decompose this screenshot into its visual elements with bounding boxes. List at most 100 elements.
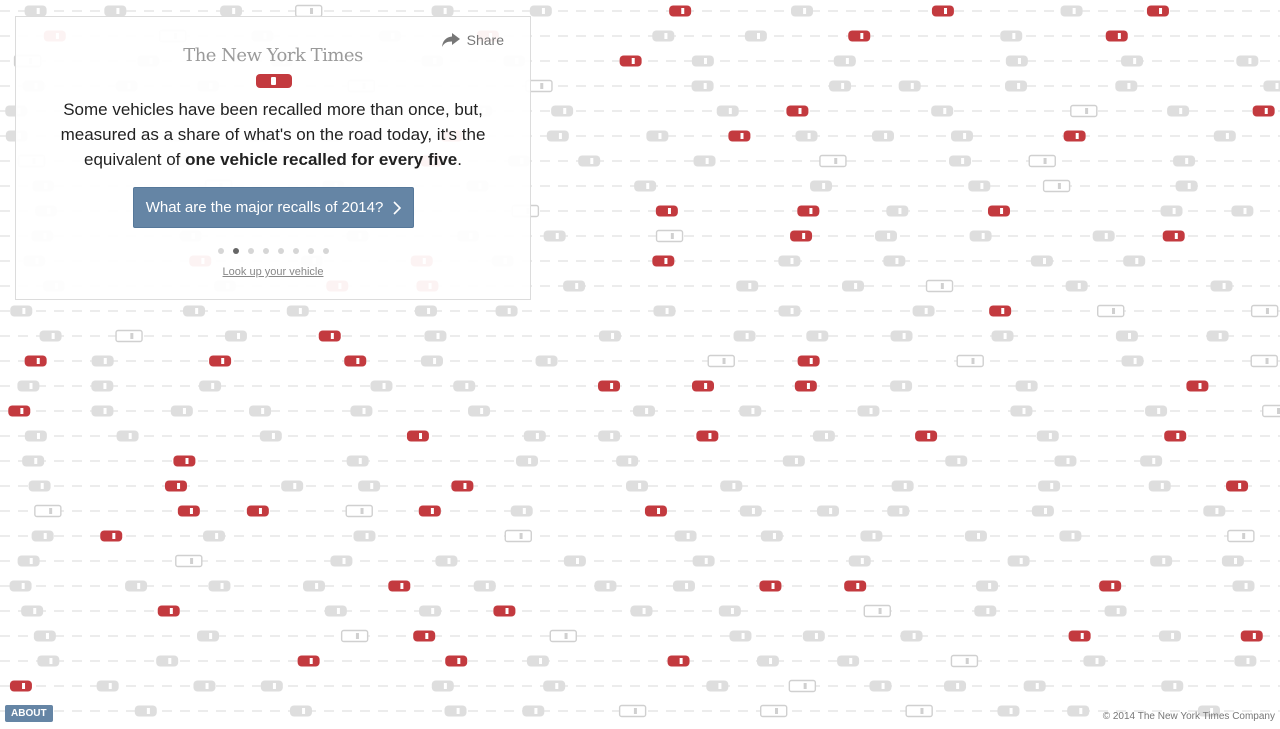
car-icon [22,455,45,467]
car-icon [289,705,312,717]
car-icon [778,255,801,267]
car-icon [949,155,972,167]
pagination-dot[interactable] [322,248,329,254]
pagination-dot[interactable] [262,248,269,254]
car-icon [473,580,496,592]
car-icon [944,680,967,692]
car-icon [431,5,454,17]
car-icon [756,655,779,667]
car-icon [997,705,1020,717]
recalled-vehicle-icon [652,255,675,267]
recalled-vehicle-icon [1162,230,1185,242]
truck-icon [956,354,984,368]
car-icon [744,30,767,42]
car-icon [968,180,991,192]
car-icon [516,455,539,467]
recalled-vehicle-icon [1186,380,1209,392]
pagination-dot[interactable] [277,248,284,254]
recalled-vehicle-icon [1164,430,1187,442]
car-icon [526,655,549,667]
nyt-logo[interactable]: The New York Times [183,45,363,66]
recalled-vehicle-icon [759,580,782,592]
car-icon [875,230,898,242]
truck-icon [1070,104,1098,118]
pagination-dot[interactable] [217,248,224,254]
car-icon [1065,280,1088,292]
car-icon [969,230,992,242]
truck-icon [707,354,735,368]
truck-icon [1042,179,1071,193]
recalled-vehicle-icon [1105,30,1128,42]
truck-icon [1227,529,1255,543]
recalled-vehicle-icon [915,430,938,442]
pagination-dot[interactable] [247,248,254,254]
recalled-vehicle-icon [655,205,678,217]
recalled-vehicle-icon [8,405,31,417]
pagination-dot[interactable] [307,248,314,254]
recalled-vehicle-icon [173,455,196,467]
recalled-vehicle-icon [669,5,692,17]
car-icon [598,430,621,442]
car-icon [829,80,852,92]
car-icon [33,630,56,642]
car-icon [1104,605,1127,617]
car-icon [706,680,729,692]
pagination-dot[interactable] [292,248,299,254]
car-icon [28,480,51,492]
car-icon [1234,655,1257,667]
car-icon [431,680,454,692]
recalled-vehicle-icon [1146,5,1169,17]
recalled-vehicle-icon [445,655,468,667]
car-icon [24,5,47,17]
recalled-vehicle-icon [418,505,441,517]
car-icon [802,630,825,642]
car-icon [733,330,756,342]
car-icon [535,355,558,367]
about-button[interactable]: ABOUT [5,705,53,722]
recalled-vehicle-icon [493,605,516,617]
car-icon [551,105,574,117]
car-icon [729,630,752,642]
car-icon [170,405,193,417]
car-icon [414,305,437,317]
car-icon [259,430,282,442]
pagination-dot[interactable] [232,248,239,254]
recalled-vehicle-icon [1226,480,1249,492]
car-icon [330,555,353,567]
lookup-vehicle-link[interactable]: Look up your vehicle [222,266,324,278]
truck-icon [1250,304,1279,318]
car-icon [346,455,369,467]
car-icon [1197,705,1220,717]
recalled-vehicle-icon [667,655,690,667]
car-icon [453,380,476,392]
major-recalls-button[interactable]: What are the major recalls of 2014? [133,187,414,228]
truck-icon [340,629,369,643]
recalled-vehicle-icon [406,430,429,442]
car-icon [522,705,545,717]
car-icon [718,605,741,617]
car-icon [358,480,381,492]
share-button[interactable]: Share [441,32,504,48]
recalled-vehicle-icon [692,380,715,392]
recalled-vehicle-icon [413,630,436,642]
recalled-vehicle-icon [1068,630,1091,642]
car-icon [1160,205,1183,217]
recalled-vehicle-icon [619,55,642,67]
car-icon [860,530,883,542]
car-icon [134,705,157,717]
car-icon [890,330,913,342]
car-icon [1036,430,1059,442]
recalled-vehicle-icon [100,530,123,542]
car-icon [424,330,447,342]
car-icon [1123,255,1146,267]
truck-icon [1028,154,1056,168]
car-icon [197,630,220,642]
car-icon [883,255,906,267]
car-icon [1173,155,1196,167]
car-icon [1031,505,1054,517]
car-icon [594,580,617,592]
car-icon [1005,80,1028,92]
car-icon [91,355,114,367]
car-icon [543,680,566,692]
car-icon [1206,330,1229,342]
